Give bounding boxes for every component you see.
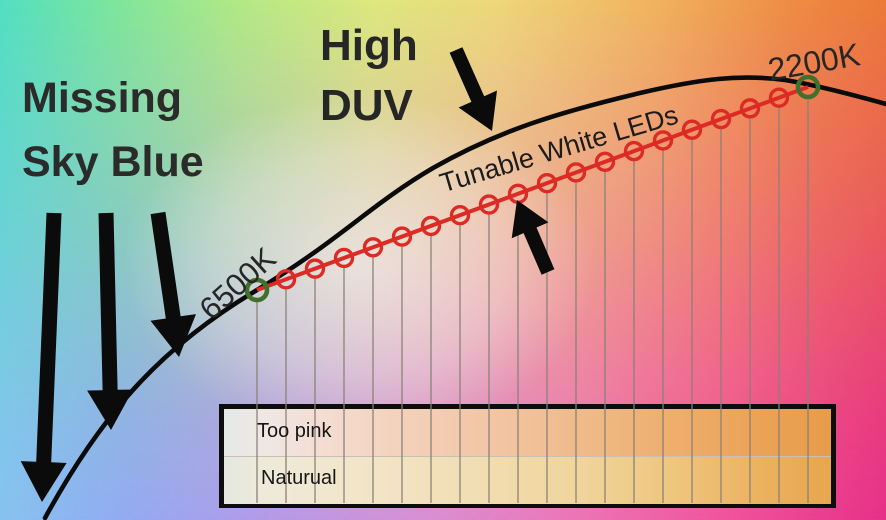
led-marker — [391, 226, 413, 247]
led-line-arrow — [511, 200, 555, 275]
missing-sky-blue-arrow-3 — [150, 211, 196, 357]
led-marker — [362, 237, 384, 258]
led-marker — [275, 269, 297, 290]
high-duv-arrow — [449, 47, 497, 132]
swatch-row-natural — [224, 457, 831, 504]
led-marker — [304, 258, 326, 279]
swatch-row-too-pink — [224, 409, 831, 456]
led-marker — [449, 205, 471, 226]
led-marker — [333, 247, 355, 269]
led-marker — [536, 172, 558, 194]
cct-endpoint-marker — [244, 277, 270, 303]
cct-endpoint-marker — [795, 74, 821, 100]
led-marker — [739, 98, 761, 119]
led-marker — [768, 87, 790, 108]
led-marker — [594, 151, 616, 172]
missing-sky-blue-arrow-2 — [87, 212, 134, 430]
led-marker — [652, 130, 674, 151]
led-marker — [623, 140, 645, 162]
row-separator — [224, 456, 831, 457]
led-marker — [710, 108, 732, 130]
led-marker — [420, 215, 442, 237]
led-marker — [478, 194, 500, 215]
led-line — [256, 85, 809, 292]
led-marker — [681, 119, 703, 140]
color-swatch-table — [219, 404, 836, 508]
led-marker — [565, 162, 587, 183]
missing-sky-blue-arrow-1 — [20, 212, 67, 502]
